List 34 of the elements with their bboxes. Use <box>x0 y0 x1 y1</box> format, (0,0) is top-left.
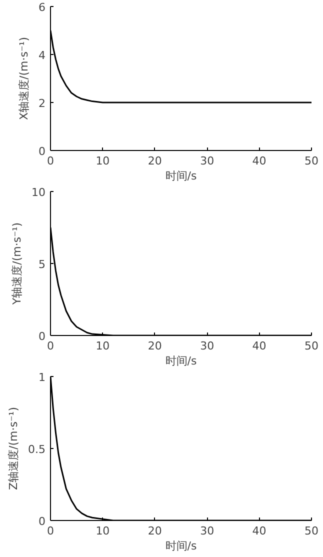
x-tick-label: 10 <box>96 524 110 538</box>
x-tick-label: 40 <box>252 154 266 168</box>
x-tick-label: 0 <box>47 340 54 352</box>
y-axis-title: Y轴速度/(m·s⁻¹) <box>10 222 24 306</box>
x-tick-label: 40 <box>252 524 266 538</box>
x-tick-label: 50 <box>304 340 318 352</box>
x-tick-label: 0 <box>47 524 54 538</box>
x-tick-label: 10 <box>96 340 110 352</box>
y-tick-label: 0 <box>38 145 46 158</box>
y-tick-label: 4 <box>38 49 46 62</box>
x-tick-label: 20 <box>148 340 162 352</box>
y-tick-label: 10 <box>32 186 46 199</box>
x-axis-title: 时间/s <box>165 354 197 368</box>
y-tick-label: 0.5 <box>28 443 46 456</box>
y-tick-label: 0 <box>38 330 46 343</box>
y-tick-label: 6 <box>38 1 46 14</box>
x-tick-label: 0 <box>47 154 54 168</box>
x-tick-label: 20 <box>148 524 162 538</box>
x-axis-title: 时间/s <box>165 540 197 552</box>
y-tick-label: 0 <box>38 515 46 528</box>
y-axis-title: X轴速度/(m·s⁻¹) <box>18 37 30 120</box>
y-axis-title: Z轴速度/(m·s⁻¹) <box>7 407 20 490</box>
x-tick-label: 40 <box>252 340 266 352</box>
x-axis-title: 时间/s <box>165 170 197 182</box>
y-tick-label: 1 <box>38 371 46 384</box>
y-tick-label: 2 <box>38 97 46 110</box>
x-tick-label: 30 <box>200 340 214 352</box>
x-tick-label: 20 <box>148 154 162 168</box>
x-tick-label: 30 <box>200 154 214 168</box>
y-tick-label: 5 <box>38 258 46 271</box>
x-tick-label: 50 <box>304 524 318 538</box>
x-tick-label: 30 <box>200 524 214 538</box>
x-tick-label: 10 <box>96 154 110 168</box>
x-tick-label: 50 <box>304 154 318 168</box>
